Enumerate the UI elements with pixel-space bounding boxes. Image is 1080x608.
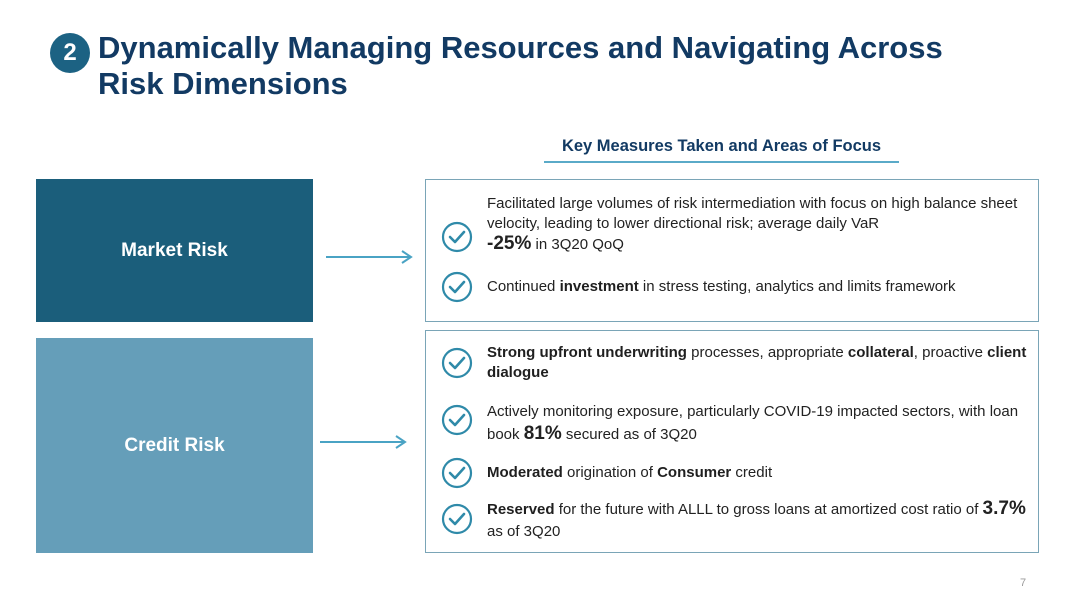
secured-percent-value: 81%	[523, 423, 562, 444]
text-span: origination of	[562, 464, 658, 481]
market-measures-panel: Facilitated large volumes of risk interm…	[425, 179, 1039, 322]
text-span: Continued	[487, 278, 560, 295]
page-number: 7	[1020, 577, 1027, 589]
bold-span: Moderated	[487, 464, 563, 481]
text-span: for the future with ALLL to gross loans …	[554, 501, 983, 518]
text-span: in 3Q20 QoQ	[531, 236, 624, 253]
credit-item-3-text: Moderated origination of Consumer credit	[487, 463, 1028, 483]
market-risk-box: Market Risk	[36, 179, 313, 322]
check-circle-icon	[441, 503, 473, 535]
text-span: secured as of 3Q20	[561, 426, 697, 443]
check-circle-icon	[441, 271, 473, 303]
allll-ratio-value: 3.7%	[982, 498, 1026, 519]
var-change-value: -25%	[487, 233, 532, 254]
text-span: Facilitated large volumes of risk interm…	[487, 195, 1018, 232]
market-item-1-text: Facilitated large volumes of risk interm…	[487, 194, 1028, 255]
bold-span: Consumer	[657, 464, 732, 481]
credit-measures-panel: Strong upfront underwriting processes, a…	[425, 330, 1039, 553]
bold-span: client dialogue	[487, 344, 1027, 381]
bold-span: investment	[559, 278, 639, 295]
page-title-line-2: Risk Dimensions	[98, 66, 348, 101]
check-circle-icon	[441, 347, 473, 379]
credit-risk-label: Credit Risk	[124, 434, 225, 456]
page-title: Dynamically Managing Resources and Navig…	[98, 30, 1038, 102]
credit-arrow-icon	[320, 435, 407, 449]
check-circle-icon	[441, 404, 473, 436]
market-arrow-icon	[326, 250, 413, 264]
text-span: credit	[731, 464, 773, 481]
focus-heading: Key Measures Taken and Areas of Focus	[544, 137, 899, 163]
bold-span: collateral	[847, 344, 914, 361]
page-title-line-1: Dynamically Managing Resources and Navig…	[98, 30, 943, 65]
market-risk-label: Market Risk	[121, 239, 228, 261]
check-circle-icon	[441, 457, 473, 489]
text-span: Actively monitoring exposure, particular…	[487, 403, 1019, 443]
bold-span: Reserved	[487, 501, 555, 518]
credit-risk-box: Credit Risk	[36, 338, 313, 553]
credit-item-1-text: Strong upfront underwriting processes, a…	[487, 343, 1028, 383]
text-span: , proactive	[913, 344, 988, 361]
bold-span: Strong upfront underwriting	[487, 344, 687, 361]
market-item-2-text: Continued investment in stress testing, …	[487, 277, 1028, 297]
check-circle-icon	[441, 221, 473, 253]
credit-item-2-text: Actively monitoring exposure, particular…	[487, 401, 1028, 446]
text-span: processes, appropriate	[686, 344, 848, 361]
credit-item-4-text: Reserved for the future with ALLL to gro…	[487, 498, 1028, 543]
text-span: in stress testing, analytics and limits …	[638, 278, 956, 295]
section-number-badge: 2	[50, 33, 90, 73]
text-span: as of 3Q20	[487, 523, 561, 540]
